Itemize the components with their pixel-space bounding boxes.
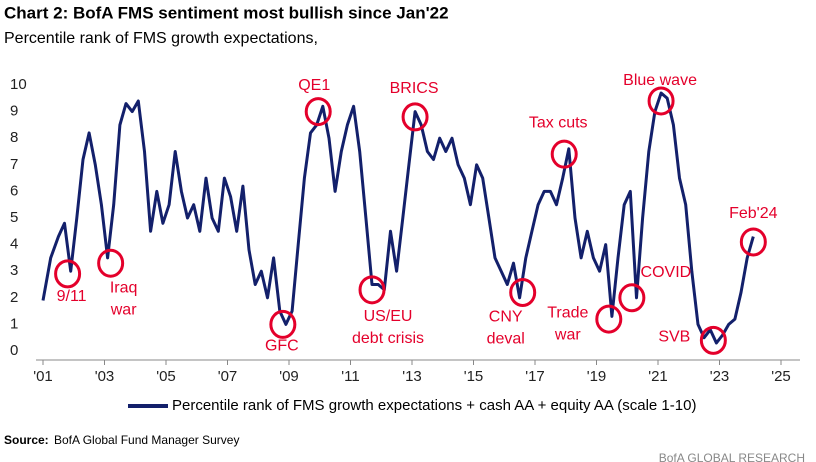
source-label: Source: [4, 433, 49, 447]
x-tick-label: '11 [341, 368, 359, 385]
annotation-circle [618, 283, 646, 313]
annotation-label: 9/11 [57, 288, 87, 305]
annotation-label: BRICS [390, 80, 439, 97]
annotation-label: US/EU [364, 308, 413, 325]
y-tick-label: 6 [10, 182, 18, 199]
annotation-circle [54, 259, 82, 289]
x-tick-label: '17 [525, 368, 545, 385]
annotation-label: SVB [658, 329, 690, 346]
annotation-label: war [554, 326, 581, 343]
y-tick-label: 0 [10, 342, 18, 359]
annotation-label: deval [487, 331, 525, 348]
chart-title: Chart 2: BofA FMS sentiment most bullish… [4, 3, 449, 22]
source: BofA Global Fund Manager Survey [54, 433, 239, 447]
y-tick-label: 8 [10, 129, 18, 146]
chart-subtitle: Percentile rank of FMS growth expectatio… [4, 30, 318, 47]
y-tick-label: 2 [10, 289, 18, 306]
y-tick-label: 1 [10, 315, 18, 332]
x-tick-label: '19 [587, 368, 607, 385]
series-line [41, 91, 755, 345]
x-tick-label: '15 [464, 368, 484, 385]
legend-label: Percentile rank of FMS growth expectatio… [172, 397, 696, 414]
annotation-circle [550, 139, 578, 169]
annotation-label: Feb'24 [729, 205, 778, 222]
y-tick-label: 7 [10, 156, 18, 173]
annotation-label: Iraq [110, 279, 138, 296]
x-tick-label: '05 [156, 368, 176, 385]
annotation-circle [304, 97, 332, 127]
annotation-label: CNY [489, 309, 523, 326]
x-tick-label: '09 [279, 368, 299, 385]
annotation-label: GFC [265, 338, 299, 355]
y-tick-label: 10 [10, 76, 27, 93]
x-tick-label: '23 [710, 368, 730, 385]
annotation-label: Tax cuts [529, 114, 588, 131]
y-tick-label: 5 [10, 209, 18, 226]
annotation-circle [699, 325, 727, 355]
annotation-label: debt crisis [352, 330, 424, 347]
x-tick-label: '03 [95, 368, 115, 385]
annotation-circle [739, 227, 767, 257]
annotation-circle [509, 277, 537, 307]
annotation-label: Blue wave [623, 72, 697, 89]
annotation-circle [269, 309, 297, 339]
x-tick-label: '07 [218, 368, 238, 385]
annotation-label: war [110, 301, 137, 318]
annotation-circle [401, 102, 429, 132]
y-tick-label: 4 [10, 236, 18, 253]
annotation-label: Trade [547, 304, 588, 321]
annotation-circle [358, 275, 386, 305]
footer: BofA GLOBAL RESEARCH [659, 451, 805, 462]
annotation-circle [97, 248, 125, 278]
annotation-circle [647, 86, 675, 116]
x-tick-label: '25 [771, 368, 791, 385]
x-tick-label: '01 [33, 368, 53, 385]
annotation-label: COVID [641, 264, 692, 281]
y-tick-label: 3 [10, 262, 18, 279]
y-tick-label: 9 [10, 103, 18, 120]
annotation-circle [595, 304, 623, 334]
x-tick-label: '21 [648, 368, 668, 385]
annotation-label: QE1 [298, 77, 330, 94]
x-tick-label: '13 [402, 368, 422, 385]
